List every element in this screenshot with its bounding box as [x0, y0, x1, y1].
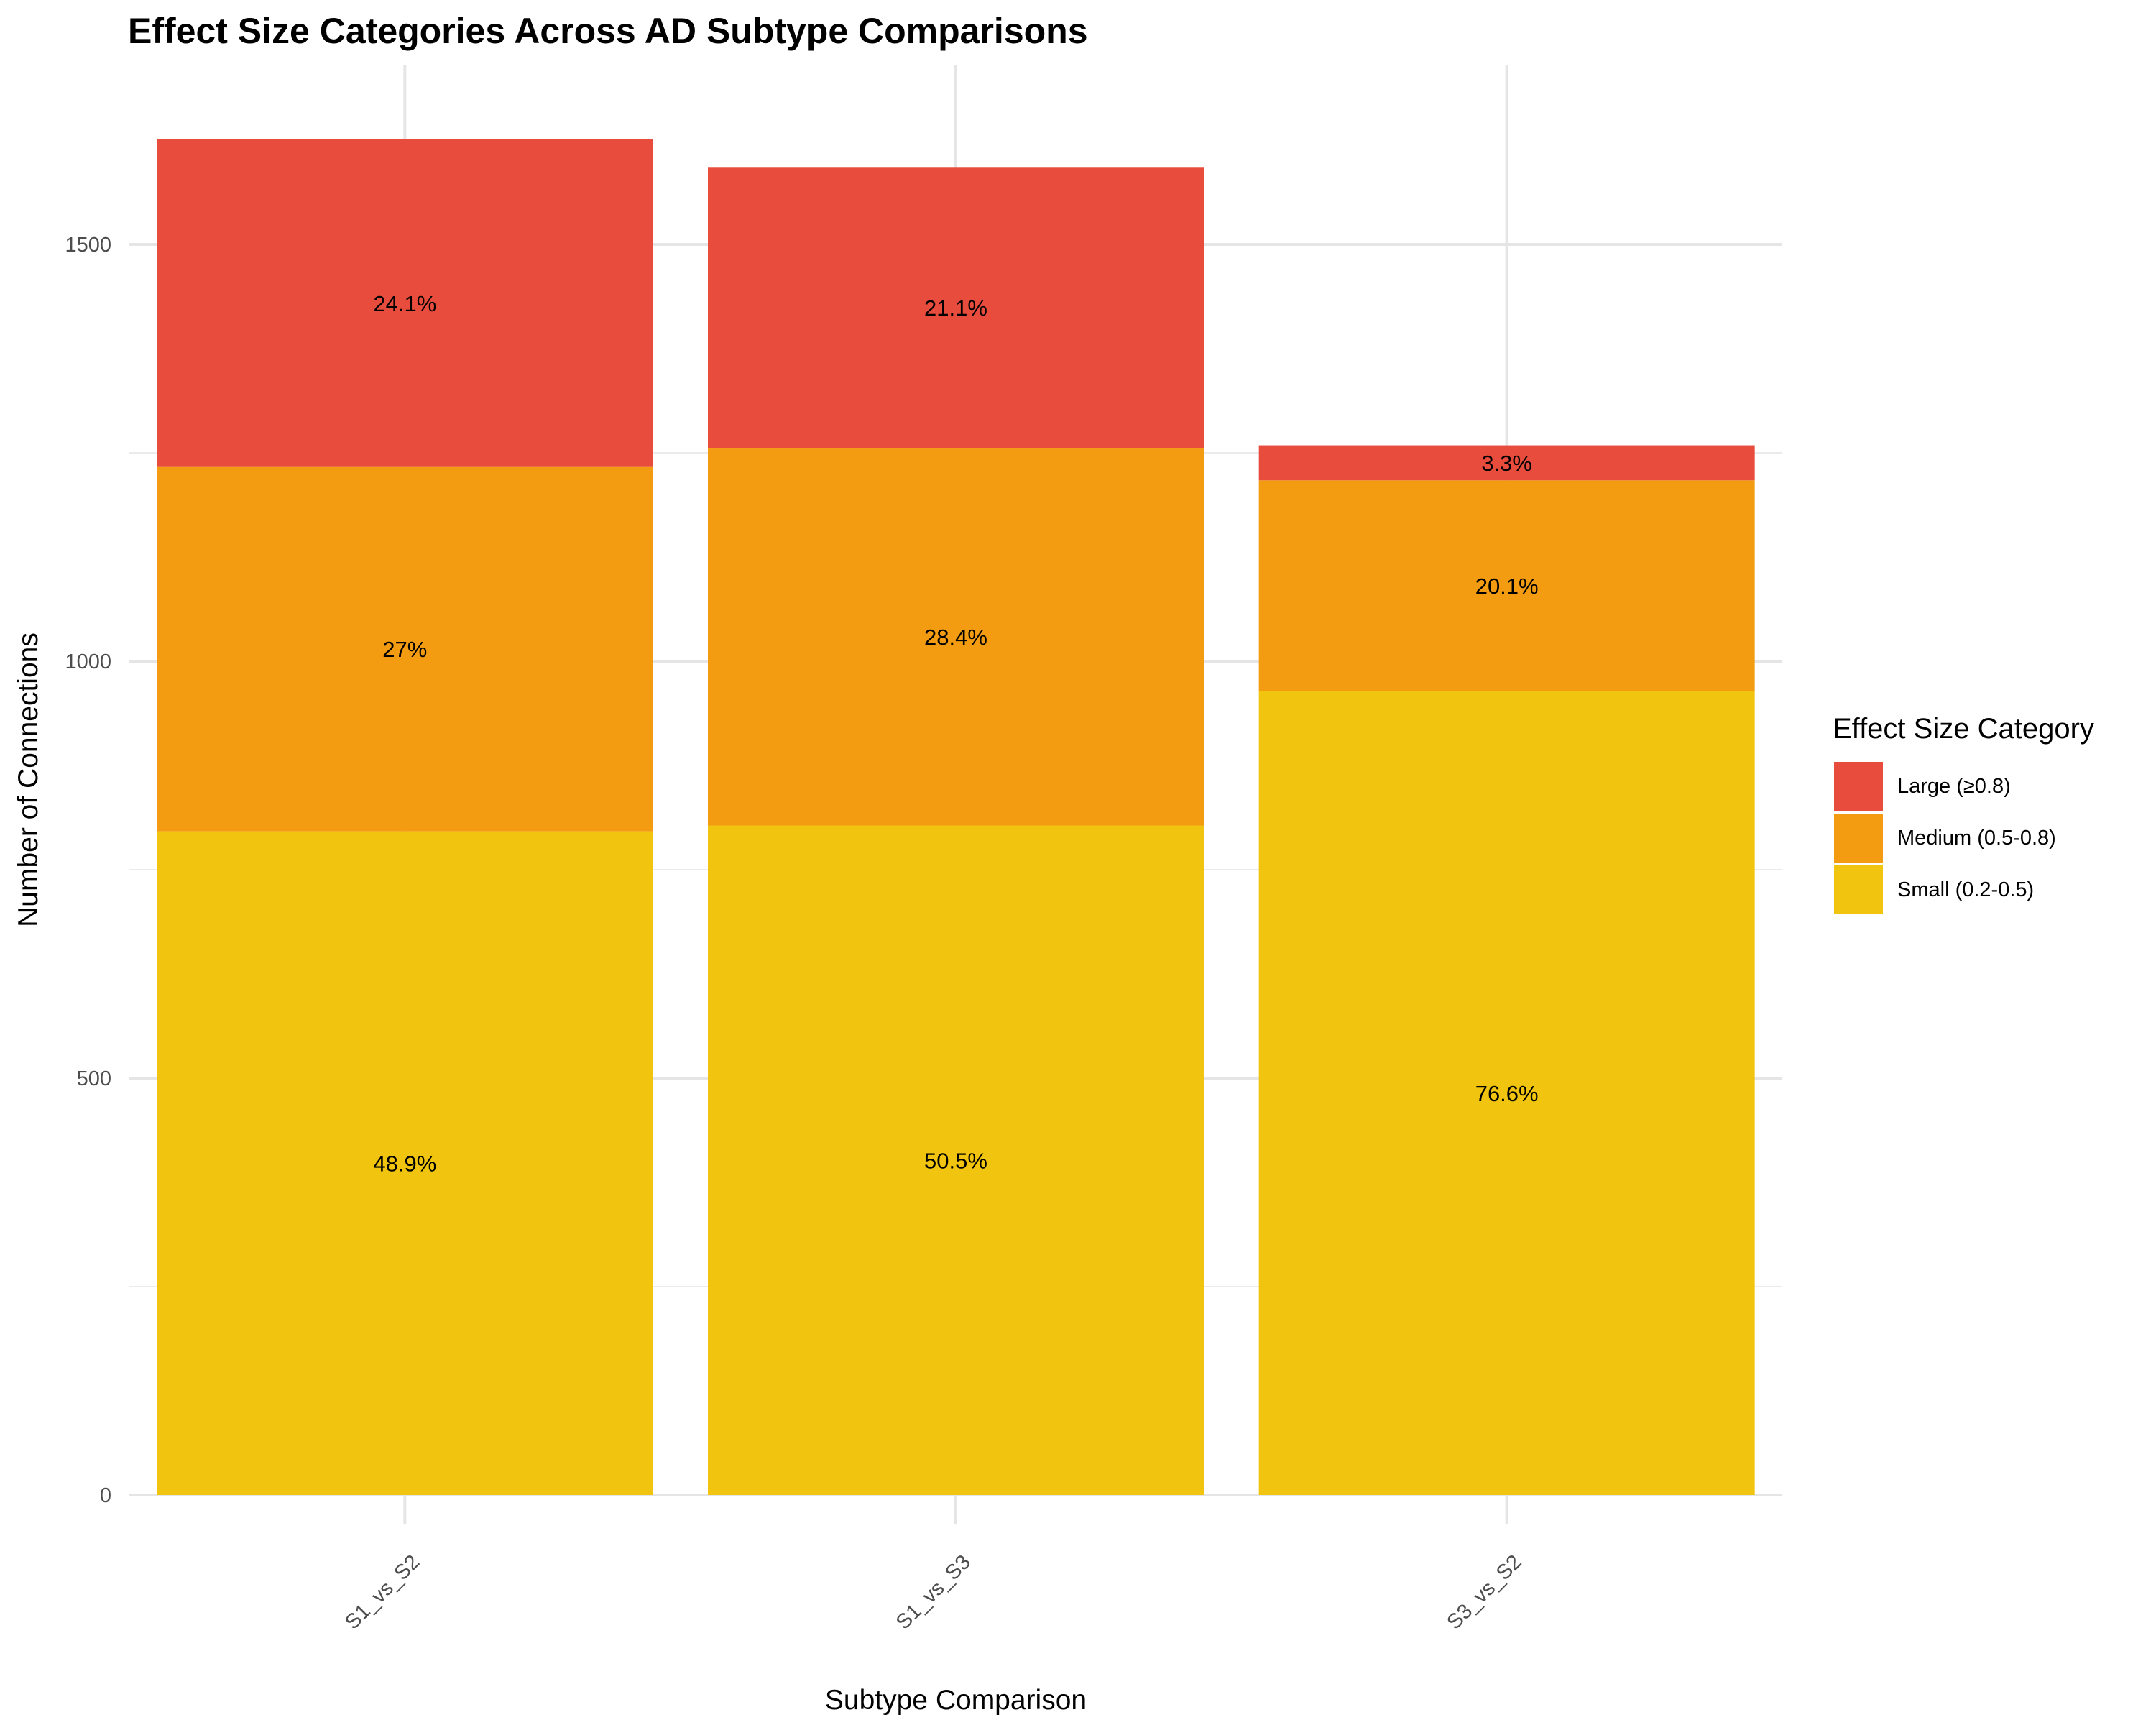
legend-label: Medium (0.5-0.8) — [1897, 826, 2056, 850]
data-label: 76.6% — [1475, 1081, 1539, 1106]
bar-segment — [1258, 445, 1755, 481]
bar-segment — [708, 167, 1204, 448]
legend-item: Large (≥0.8) — [1834, 762, 2011, 811]
bar-segment — [708, 825, 1204, 1495]
y-tick-label: 0 — [100, 1484, 111, 1507]
bar-segment — [157, 466, 653, 832]
legend-swatch — [1834, 865, 1883, 914]
x-tick-label: S1_vs_S3 — [892, 1550, 975, 1634]
legend-item: Medium (0.5-0.8) — [1834, 814, 2056, 862]
data-label: 27% — [382, 637, 427, 662]
data-label: 24.1% — [373, 291, 436, 316]
bar-segment — [708, 448, 1204, 826]
legend-swatch — [1834, 814, 1883, 862]
legend-item: Small (0.2-0.5) — [1834, 865, 2034, 914]
bar-segment — [1258, 691, 1755, 1495]
y-tick-label: 1000 — [65, 650, 111, 673]
y-axis-title: Number of Connections — [13, 632, 44, 927]
bars — [157, 139, 1755, 1495]
y-tick-label: 1500 — [65, 234, 111, 257]
bar-segment — [157, 139, 653, 467]
legend-swatch — [1834, 762, 1883, 811]
data-label: 3.3% — [1481, 451, 1532, 476]
data-labels: 48.9% 27% 24.1% 50.5% 28.4% 21.1% 76.6% 20.1% 3.… — [373, 291, 1538, 1177]
legend-label: Large (≥0.8) — [1897, 774, 2011, 798]
data-label: 28.4% — [924, 625, 987, 650]
x-axis-title: Subtype Comparison — [825, 1685, 1087, 1716]
y-tick-label: 500 — [77, 1067, 111, 1090]
bar-segment — [1258, 480, 1755, 691]
legend-label: Small (0.2-0.5) — [1897, 878, 2035, 901]
x-tick-label: S3_vs_S2 — [1443, 1550, 1526, 1634]
data-label: 48.9% — [373, 1151, 436, 1176]
bar-segment — [157, 831, 653, 1495]
data-label: 50.5% — [924, 1148, 987, 1173]
data-label: 21.1% — [924, 295, 987, 321]
x-tick-label: S1_vs_S2 — [341, 1550, 424, 1634]
chart-title: Effect Size Categories Across AD Subtype… — [128, 11, 1088, 51]
data-label: 20.1% — [1475, 574, 1539, 599]
legend-title: Effect Size Category — [1833, 713, 2094, 745]
